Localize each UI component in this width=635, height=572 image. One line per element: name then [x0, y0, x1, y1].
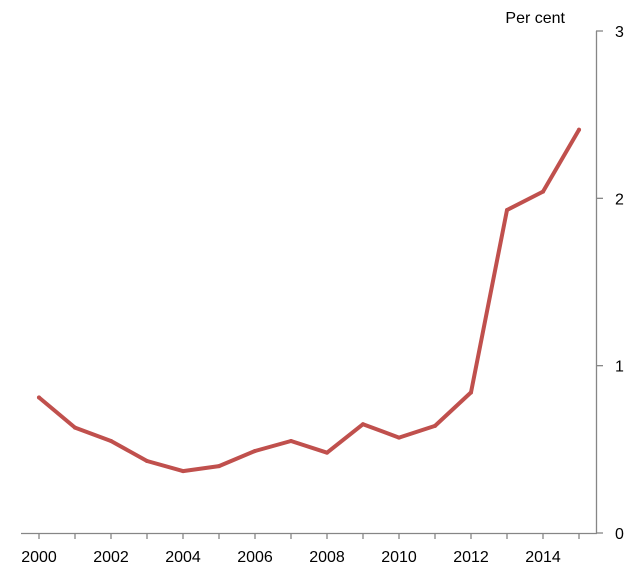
y-tick-label: 3 — [615, 24, 624, 41]
data-point — [73, 425, 77, 430]
data-point — [37, 395, 41, 400]
data-point — [433, 423, 437, 428]
y-tick-label: 1 — [615, 359, 624, 376]
data-point — [181, 469, 185, 474]
data-point — [505, 208, 509, 213]
x-tick-label: 2014 — [525, 549, 561, 566]
data-point — [469, 390, 473, 395]
data-point — [577, 127, 581, 132]
y-tick-label: 0 — [615, 526, 624, 543]
x-tick-label: 2006 — [237, 549, 273, 566]
x-tick-label: 2012 — [453, 549, 489, 566]
data-point — [541, 189, 545, 194]
data-point — [217, 464, 221, 469]
data-point — [145, 459, 149, 464]
x-tick-label: 2004 — [165, 549, 201, 566]
series-group — [37, 127, 581, 474]
data-point — [109, 438, 113, 443]
y-tick-label: 2 — [615, 191, 624, 208]
series-line — [37, 127, 581, 474]
y-unit-label: Per cent — [505, 10, 565, 27]
data-point — [361, 422, 365, 427]
x-tick-label: 2000 — [21, 549, 57, 566]
x-axis-ticks: 2000 2002 2004 2006 2008 2010 2012 2014 — [21, 533, 580, 566]
data-point — [289, 438, 293, 443]
y-axis-ticks: 0 1 2 3 — [596, 24, 624, 543]
data-point — [325, 450, 329, 455]
data-point — [397, 435, 401, 440]
x-tick-label: 2002 — [93, 549, 129, 566]
data-point — [253, 449, 257, 454]
x-tick-label: 2008 — [309, 549, 345, 566]
x-tick-label: 2010 — [381, 549, 417, 566]
